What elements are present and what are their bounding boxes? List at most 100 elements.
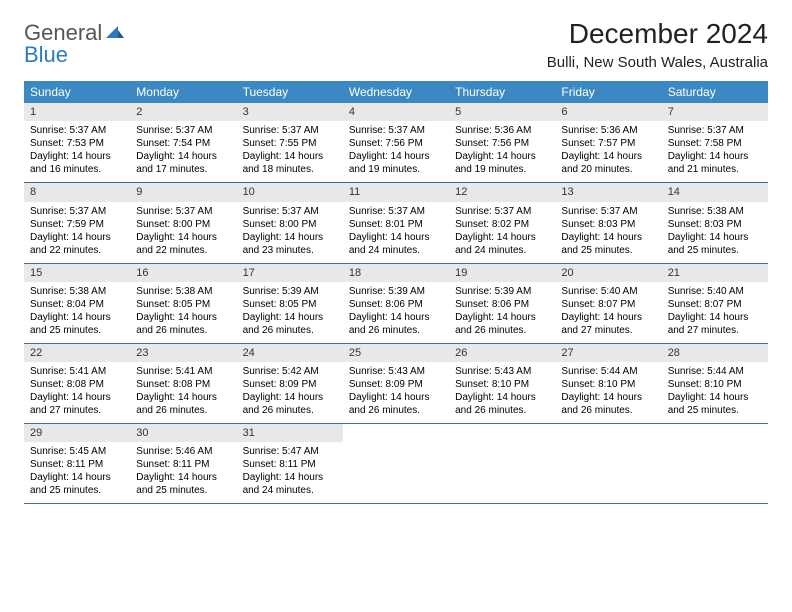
day-number: 27 [555,344,661,362]
sunrise-line: Sunrise: 5:37 AM [136,124,230,137]
sunset-line: Sunset: 8:03 PM [561,218,655,231]
weekday-header-row: SundayMondayTuesdayWednesdayThursdayFrid… [24,81,768,103]
day-cell: 15Sunrise: 5:38 AMSunset: 8:04 PMDayligh… [24,264,130,343]
sunset-line: Sunset: 8:08 PM [136,378,230,391]
day-cell: 5Sunrise: 5:36 AMSunset: 7:56 PMDaylight… [449,103,555,182]
sunset-line: Sunset: 8:11 PM [30,458,124,471]
day-cell: 31Sunrise: 5:47 AMSunset: 8:11 PMDayligh… [237,424,343,503]
daylight-line: Daylight: 14 hours and 18 minutes. [243,150,337,176]
sunset-line: Sunset: 8:01 PM [349,218,443,231]
sunrise-line: Sunrise: 5:37 AM [30,124,124,137]
daylight-line: Daylight: 14 hours and 25 minutes. [30,471,124,497]
day-cell: 29 Sunrise: 5:45 AMSunset: 8:11 PMDayligh… [24,424,130,503]
day-body: Sunrise: 5:39 AMSunset: 8:06 PMDaylight:… [343,282,449,343]
day-body: Sunrise: 5:39 AMSunset: 8:06 PMDaylight:… [449,282,555,343]
day-body: Sunrise: 5:37 AMSunset: 7:53 PMDaylight:… [24,121,130,182]
week-row: 22Sunrise: 5:41 AMSunset: 8:08 PMDayligh… [24,344,768,424]
day-body: Sunrise: 5:44 AMSunset: 8:10 PMDaylight:… [662,362,768,423]
day-number: 19 [449,264,555,282]
daylight-line: Daylight: 14 hours and 24 minutes. [455,231,549,257]
sunrise-line: Sunrise: 5:39 AM [349,285,443,298]
sunrise-line: Sunrise: 5:46 AM [136,445,230,458]
sunset-line: Sunset: 8:00 PM [136,218,230,231]
day-body: Sunrise: 5:39 AMSunset: 8:05 PMDaylight:… [237,282,343,343]
sunset-line: Sunset: 8:06 PM [349,298,443,311]
sunrise-line: Sunrise: 5:39 AM [243,285,337,298]
week-row: 8Sunrise: 5:37 AMSunset: 7:59 PMDaylight… [24,183,768,263]
sunrise-line: Sunrise: 5:37 AM [668,124,762,137]
sunset-line: Sunset: 8:11 PM [243,458,337,471]
daylight-line: Daylight: 14 hours and 26 minutes. [243,391,337,417]
day-number: 29 [24,424,130,442]
sunset-line: Sunset: 8:05 PM [136,298,230,311]
sunrise-line: Sunrise: 5:42 AM [243,365,337,378]
day-cell: 2Sunrise: 5:37 AMSunset: 7:54 PMDaylight… [130,103,236,182]
day-body: Sunrise: 5:38 AMSunset: 8:05 PMDaylight:… [130,282,236,343]
sunset-line: Sunset: 8:03 PM [668,218,762,231]
day-body: Sunrise: 5:37 AMSunset: 8:00 PMDaylight:… [237,202,343,263]
daylight-line: Daylight: 14 hours and 19 minutes. [349,150,443,176]
week-row: 15Sunrise: 5:38 AMSunset: 8:04 PMDayligh… [24,264,768,344]
sunset-line: Sunset: 8:10 PM [455,378,549,391]
day-cell: 30Sunrise: 5:46 AMSunset: 8:11 PMDayligh… [130,424,236,503]
location: Bulli, New South Wales, Australia [547,54,768,71]
daylight-line: Daylight: 14 hours and 21 minutes. [668,150,762,176]
day-number: 15 [24,264,130,282]
day-body: Sunrise: 5:43 AMSunset: 8:10 PMDaylight:… [449,362,555,423]
day-body: Sunrise: 5:37 AMSunset: 7:54 PMDaylight:… [130,121,236,182]
day-cell: 17Sunrise: 5:39 AMSunset: 8:05 PMDayligh… [237,264,343,343]
day-cell: 20Sunrise: 5:40 AMSunset: 8:07 PMDayligh… [555,264,661,343]
day-body: Sunrise: 5:41 AMSunset: 8:08 PMDaylight:… [130,362,236,423]
week-row: 1Sunrise: 5:37 AMSunset: 7:53 PMDaylight… [24,103,768,183]
sunrise-line: Sunrise: 5:44 AM [561,365,655,378]
weekday-header: Wednesday [343,81,449,103]
sunset-line: Sunset: 8:10 PM [561,378,655,391]
daylight-line: Daylight: 14 hours and 22 minutes. [136,231,230,257]
day-body: Sunrise: 5:37 AMSunset: 8:03 PMDaylight:… [555,202,661,263]
sunrise-line: Sunrise: 5:37 AM [455,205,549,218]
day-body: Sunrise: 5:37 AMSunset: 7:58 PMDaylight:… [662,121,768,182]
empty-day [449,424,555,503]
daylight-line: Daylight: 14 hours and 23 minutes. [243,231,337,257]
day-cell: 12Sunrise: 5:37 AMSunset: 8:02 PMDayligh… [449,183,555,262]
sunrise-line: Sunrise: 5:39 AM [455,285,549,298]
day-cell: 3Sunrise: 5:37 AMSunset: 7:55 PMDaylight… [237,103,343,182]
empty-day [662,424,768,503]
day-number: 23 [130,344,236,362]
sunset-line: Sunset: 7:56 PM [349,137,443,150]
day-body: Sunrise: 5:38 AMSunset: 8:03 PMDaylight:… [662,202,768,263]
daylight-line: Daylight: 14 hours and 27 minutes. [30,391,124,417]
daylight-line: Daylight: 14 hours and 25 minutes. [561,231,655,257]
day-number: 18 [343,264,449,282]
daylight-line: Daylight: 14 hours and 17 minutes. [136,150,230,176]
daylight-line: Daylight: 14 hours and 25 minutes. [136,471,230,497]
logo-word-2: Blue [24,42,68,67]
day-cell: 18Sunrise: 5:39 AMSunset: 8:06 PMDayligh… [343,264,449,343]
weeks-container: 1Sunrise: 5:37 AMSunset: 7:53 PMDaylight… [24,103,768,504]
day-cell: 23Sunrise: 5:41 AMSunset: 8:08 PMDayligh… [130,344,236,423]
sunrise-line: Sunrise: 5:45 AM [30,445,124,458]
day-body: Sunrise: 5:37 AMSunset: 8:02 PMDaylight:… [449,202,555,263]
day-number: 25 [343,344,449,362]
daylight-line: Daylight: 14 hours and 19 minutes. [455,150,549,176]
sunset-line: Sunset: 7:54 PM [136,137,230,150]
day-number: 9 [130,183,236,201]
sunrise-line: Sunrise: 5:37 AM [243,124,337,137]
sunrise-line: Sunrise: 5:40 AM [668,285,762,298]
week-row: 29Sunrise: 5:45 AMSunset: 8:11 PMDayligh… [24,424,768,504]
day-number: 22 [24,344,130,362]
sunset-line: Sunset: 7:53 PM [30,137,124,150]
logo-sail-icon [104,22,124,44]
daylight-line: Daylight: 14 hours and 25 minutes. [668,231,762,257]
logo: General Blue [24,22,124,66]
daylight-line: Daylight: 14 hours and 27 minutes. [668,311,762,337]
day-number: 16 [130,264,236,282]
day-body: Sunrise: 5:47 AMSunset: 8:11 PMDaylight:… [237,442,343,503]
day-cell: 19Sunrise: 5:39 AMSunset: 8:06 PMDayligh… [449,264,555,343]
sunrise-line: Sunrise: 5:37 AM [136,205,230,218]
day-cell: 1Sunrise: 5:37 AMSunset: 7:53 PMDaylight… [24,103,130,182]
sunrise-line: Sunrise: 5:37 AM [349,124,443,137]
day-body: Sunrise: 5:44 AMSunset: 8:10 PMDaylight:… [555,362,661,423]
day-body: Sunrise: 5:37 AMSunset: 7:59 PMDaylight:… [24,202,130,263]
daylight-line: Daylight: 14 hours and 22 minutes. [30,231,124,257]
